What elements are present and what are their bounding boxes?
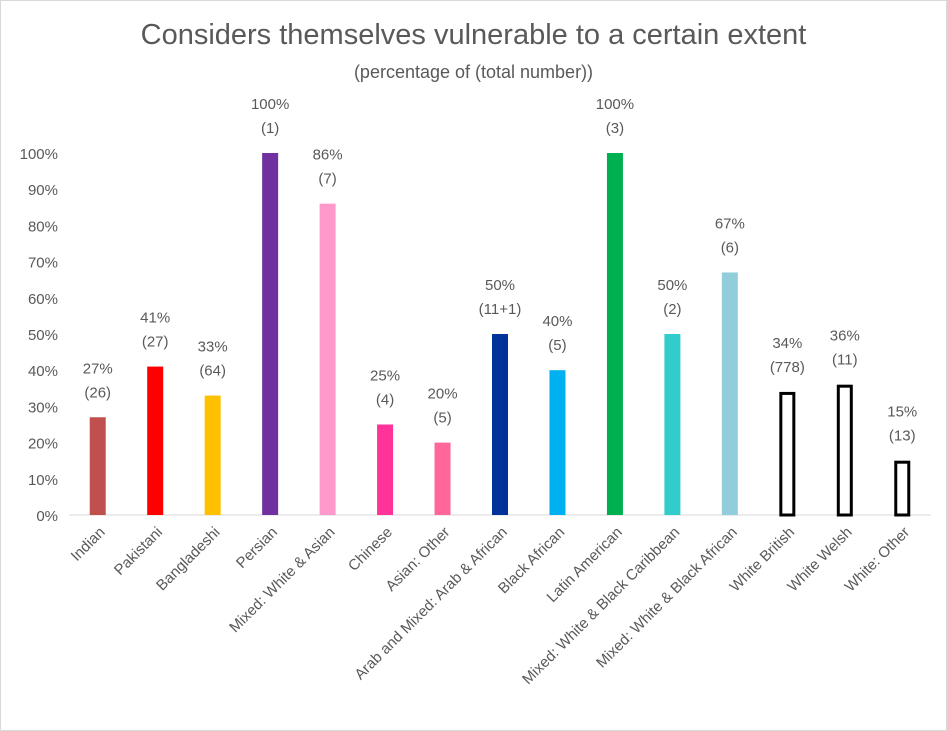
data-label-percent: 67%	[715, 215, 745, 232]
bar	[147, 366, 164, 515]
bar	[492, 334, 508, 515]
x-tick-label: Persian	[233, 524, 281, 572]
data-label-percent: 27%	[83, 360, 113, 377]
data-label-percent: 15%	[887, 404, 917, 421]
data-label-percent: 50%	[657, 277, 687, 294]
data-label-count: (2)	[663, 301, 681, 318]
data-label-percent: 50%	[485, 277, 515, 294]
y-tick-label: 90%	[28, 182, 58, 199]
y-tick-label: 60%	[28, 291, 58, 308]
data-label-count: (6)	[721, 239, 739, 256]
y-tick-label: 100%	[20, 146, 58, 163]
data-label-percent: 86%	[313, 147, 343, 164]
data-label-count: (4)	[376, 392, 394, 409]
chart-title: Considers themselves vulnerable to a cer…	[140, 19, 807, 51]
data-label-percent: 100%	[596, 96, 634, 113]
data-label-percent: 100%	[251, 96, 289, 113]
bar	[549, 370, 566, 515]
data-label-count: (27)	[142, 334, 169, 351]
bar	[262, 153, 279, 515]
bar	[664, 334, 681, 515]
x-tick-label: Chinese	[345, 524, 396, 575]
x-tick-label: Pakistani	[111, 524, 166, 579]
y-tick-label: 30%	[28, 399, 58, 416]
data-label-percent: 41%	[140, 310, 170, 327]
data-label-count: (7)	[318, 171, 336, 188]
data-label-percent: 36%	[830, 328, 860, 345]
y-tick-label: 50%	[28, 327, 58, 344]
data-label-count: (26)	[84, 384, 111, 401]
data-label-count: (64)	[199, 363, 226, 380]
y-tick-label: 70%	[28, 255, 58, 272]
bar	[606, 153, 623, 515]
data-label-percent: 33%	[198, 339, 228, 356]
data-label-count: (778)	[770, 359, 805, 376]
bar	[721, 272, 738, 515]
bar	[89, 417, 106, 515]
bar	[836, 384, 853, 517]
data-label-count: (3)	[606, 120, 624, 137]
data-label-count: (11+1)	[479, 301, 522, 318]
data-label-percent: 34%	[772, 335, 802, 352]
y-tick-label: 10%	[28, 472, 58, 489]
y-tick-label: 20%	[28, 436, 58, 453]
chart-subtitle: (percentage of (total number))	[353, 62, 594, 82]
x-tick-label: Indian	[68, 524, 109, 565]
y-tick-label: 80%	[28, 218, 58, 235]
data-label-count: (5)	[548, 337, 566, 354]
data-label-count: (1)	[261, 120, 279, 137]
data-label-percent: 40%	[542, 313, 572, 330]
data-label-count: (5)	[433, 410, 451, 427]
x-tick-label: Mixed: White & Asian	[226, 524, 338, 636]
data-label-count: (13)	[889, 428, 916, 445]
y-tick-label: 0%	[36, 508, 58, 525]
data-label-percent: 25%	[370, 368, 400, 385]
y-tick-label: 40%	[28, 363, 58, 380]
data-label-percent: 20%	[428, 386, 458, 403]
bar	[204, 395, 221, 515]
bar	[779, 391, 796, 517]
bar	[319, 203, 336, 515]
bar	[894, 460, 911, 517]
bar	[434, 442, 451, 515]
data-label-count: (11)	[832, 352, 858, 369]
bar	[377, 424, 394, 515]
